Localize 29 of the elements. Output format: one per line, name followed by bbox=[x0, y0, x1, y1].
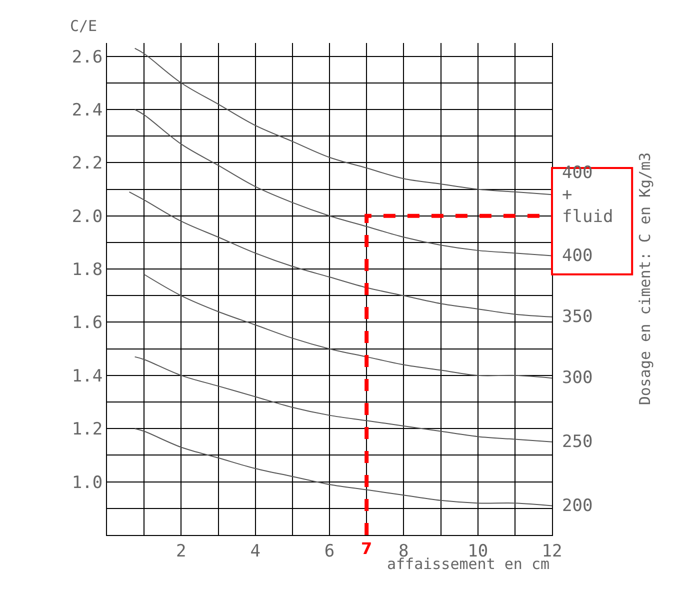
y-tick-label: 2.4 bbox=[72, 100, 103, 120]
x-tick-label: 12 bbox=[542, 541, 562, 562]
x-tick-label: 6 bbox=[324, 541, 335, 562]
x-tick-label: 10 bbox=[468, 541, 488, 562]
y-tick-label: 1.2 bbox=[72, 420, 103, 440]
line-series bbox=[134, 48, 552, 196]
y-tick-label: 2.0 bbox=[72, 206, 103, 227]
y-tick-label: 2.6 bbox=[72, 47, 103, 68]
series-label: 250 bbox=[562, 432, 593, 452]
line-series bbox=[128, 191, 552, 318]
series-label: 400 bbox=[562, 246, 593, 266]
line-series bbox=[144, 274, 552, 379]
y-tick-label: 1.6 bbox=[72, 313, 103, 334]
y-tick-label: 1.0 bbox=[72, 472, 103, 493]
annotation: 7 bbox=[361, 539, 372, 558]
line-series bbox=[134, 356, 552, 442]
y-tick-label: 2.2 bbox=[72, 154, 103, 174]
y-tick-label: 1.4 bbox=[72, 366, 103, 386]
series-label: 300 bbox=[562, 368, 593, 388]
series-label: 350 bbox=[562, 307, 593, 327]
series-label: 200 bbox=[562, 496, 593, 516]
y-tick-label: 1.8 bbox=[72, 260, 103, 280]
text: Dosage en ciment: C en Kg/m3 bbox=[636, 152, 654, 406]
line-series bbox=[134, 108, 552, 256]
x-tick-label: 2 bbox=[176, 541, 186, 562]
y-axis-title: C/E bbox=[70, 17, 98, 35]
line-series bbox=[134, 428, 552, 506]
series-label: 400 + fluid bbox=[562, 163, 614, 228]
x-tick-label: 4 bbox=[250, 541, 260, 562]
